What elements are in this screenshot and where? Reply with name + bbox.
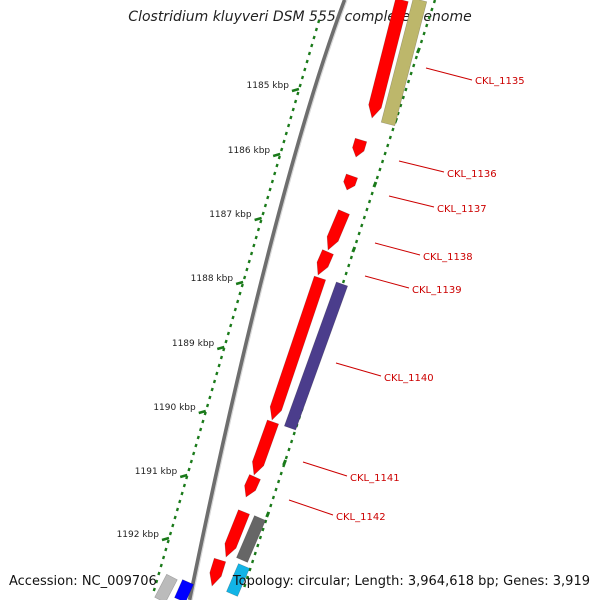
label-leader-line: [288, 499, 334, 516]
cds-ckl-1139[interactable]: [316, 249, 334, 276]
gene-label[interactable]: CKL_1136: [447, 169, 497, 180]
kbp-tick-label: 1192 kbp: [117, 530, 160, 540]
kbp-tick-label: 1187 kbp: [209, 210, 252, 220]
accession-text: Accession: NC_009706: [9, 574, 157, 589]
kbp-tick-label: 1188 kbp: [191, 274, 234, 284]
genome-backbone: [187, 0, 348, 600]
label-leader-line: [374, 242, 421, 256]
kbp-tick-label: 1185 kbp: [247, 81, 290, 91]
kbp-tick-label: 1186 kbp: [228, 146, 271, 156]
kbp-tick-label: 1190 kbp: [153, 403, 196, 413]
label-leader-line: [398, 160, 445, 173]
cds-ckl-1138[interactable]: [326, 209, 350, 251]
cds-ckl-1136[interactable]: [352, 137, 368, 158]
kbp-tick-label: 1189 kbp: [172, 339, 215, 349]
cds-ckl-1137[interactable]: [343, 173, 359, 191]
cds-red-lower-1[interactable]: [224, 509, 250, 558]
cyan-feature[interactable]: [226, 563, 250, 597]
gene-label[interactable]: CKL_1142: [336, 512, 386, 523]
cds-red-lower-2[interactable]: [209, 557, 227, 587]
gray-feature[interactable]: [236, 515, 266, 563]
lightgray-feature[interactable]: [154, 573, 178, 600]
gene-label[interactable]: CKL_1139: [412, 285, 462, 296]
purple-feature[interactable]: [283, 281, 349, 431]
cds-ckl-1142[interactable]: [244, 474, 261, 498]
label-leader-line: [364, 275, 410, 289]
cds-ckl-1140[interactable]: [269, 275, 327, 421]
gene-label[interactable]: CKL_1141: [350, 473, 400, 484]
gene-label-layer: CKL_1135 CKL_1136 CKL_1137 CKL_1138 CKL_1139…: [288, 67, 525, 523]
blue-feature[interactable]: [174, 579, 194, 600]
topology-summary: Topology: circular; Length: 3,964,618 bp…: [232, 574, 590, 589]
cds-ckl-1141[interactable]: [252, 419, 280, 476]
kbp-ruler: 1185 kbp 1186 kbp 1187 kbp 1188 kbp 1189 kbp…: [117, 19, 321, 592]
olive-feature[interactable]: [380, 0, 428, 127]
feature-track: [154, 0, 428, 600]
label-leader-line: [425, 67, 473, 81]
map-title: Clostridium kluyveri DSM 555, complete g…: [128, 9, 472, 25]
cds-ckl-1135[interactable]: [368, 0, 409, 119]
gene-label[interactable]: CKL_1138: [423, 252, 473, 263]
label-leader-line: [335, 362, 382, 377]
label-leader-line: [388, 195, 435, 208]
label-leader-line: [302, 461, 348, 477]
kbp-tick-label: 1191 kbp: [135, 467, 178, 477]
gene-label[interactable]: CKL_1140: [384, 373, 434, 384]
gene-label[interactable]: CKL_1135: [475, 76, 525, 87]
gene-label[interactable]: CKL_1137: [437, 204, 487, 215]
